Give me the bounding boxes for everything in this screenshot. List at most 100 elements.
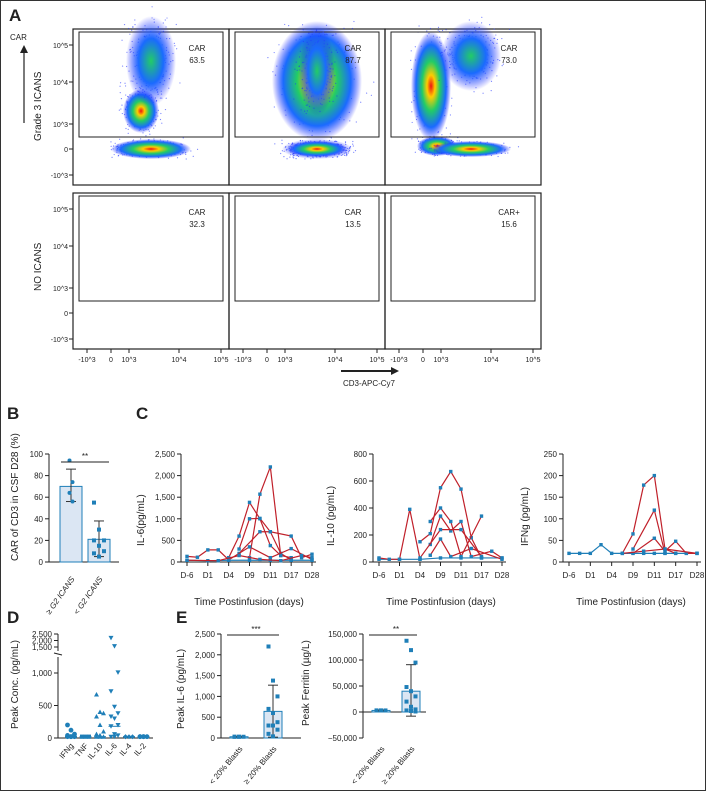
d-y-tick-label: 1,000 xyxy=(32,669,53,678)
flow-event-dot xyxy=(496,75,498,77)
d-x-tick-label: IFNg xyxy=(57,742,75,761)
b-data-point xyxy=(102,549,106,554)
flow-event-dot xyxy=(290,154,292,156)
flow-event-dot xyxy=(304,158,306,160)
flow-event-dot xyxy=(127,128,129,131)
c2-data-point xyxy=(408,507,412,512)
flow-event-dot xyxy=(410,68,413,71)
d-data-point xyxy=(68,727,74,733)
flow-event-dot xyxy=(164,108,167,111)
c3-data-point xyxy=(652,536,657,540)
d-data-point xyxy=(94,691,99,697)
e1-data-point xyxy=(275,694,280,699)
c3-x-tick-label: D17 xyxy=(668,571,683,580)
c1-y-tick-label: 1,500 xyxy=(155,493,176,502)
d-y-tick-label: 2,500 xyxy=(32,630,53,639)
flow-event-dot xyxy=(366,92,368,94)
d-data-point xyxy=(97,709,103,714)
e2-data-point xyxy=(404,699,409,704)
flow-event-dot xyxy=(128,27,130,30)
flow-event-dot xyxy=(353,151,355,153)
c1-data-point xyxy=(258,516,262,521)
flow-event-dot xyxy=(294,68,296,70)
c2-data-point xyxy=(397,557,402,561)
flow-x-tick-label: 0 xyxy=(265,357,269,364)
b-data-point xyxy=(97,554,101,559)
b-ylabel: CAR of CD3 in CSF D28 (%) xyxy=(10,433,21,561)
flow-event-dot xyxy=(468,19,470,21)
flow-y-tick-label: 10^4 xyxy=(53,80,68,87)
c3-data-point xyxy=(652,473,657,478)
flow-event-dot xyxy=(354,149,357,152)
flow-event-dot xyxy=(351,27,354,30)
gate-name: CAR xyxy=(501,44,518,53)
e2-y-tick-label: 100,000 xyxy=(328,656,357,665)
e1-data-point xyxy=(266,644,271,649)
flow-event-dot xyxy=(120,98,123,100)
flow-x-tick-label: -10^3 xyxy=(78,357,95,364)
e2-data-point xyxy=(409,689,413,694)
e2-data-point xyxy=(413,660,418,665)
e1-y-tick-label: 2,500 xyxy=(195,630,216,639)
flow-event-dot xyxy=(441,134,443,136)
e1-data-point xyxy=(241,734,246,739)
e1-ylabel: Peak IL-6 (pg/mL) xyxy=(176,649,187,729)
flow-y-tick-label: 10^3 xyxy=(53,286,68,293)
d-x-tick-label: IL-6 xyxy=(103,741,119,758)
e1-y-tick-label: 500 xyxy=(202,713,216,722)
e1-data-point xyxy=(266,731,271,736)
b-y-tick-label: 100 xyxy=(30,450,44,459)
flow-event-dot xyxy=(458,140,460,142)
flow-event-dot xyxy=(117,155,119,157)
e1-data-point xyxy=(237,734,241,739)
flow-event-dot xyxy=(352,143,354,145)
flow-event-dot xyxy=(437,29,439,31)
flow-event-dot xyxy=(295,61,297,63)
flow-event-dot xyxy=(300,109,302,111)
d-data-point xyxy=(112,734,117,740)
e2-ylabel: Peak Ferritin (µg/L) xyxy=(301,640,312,726)
d-y-tick-label: 500 xyxy=(39,702,53,711)
c2-x-tick-label: D4 xyxy=(415,571,426,580)
c1-data-point xyxy=(237,553,241,558)
flow-density-cluster xyxy=(411,31,451,141)
flow-event-dot xyxy=(440,52,442,54)
c3-data-point xyxy=(663,551,667,556)
flow-event-dot xyxy=(349,146,351,148)
flow-event-dot xyxy=(145,135,147,137)
flow-event-dot xyxy=(335,82,337,84)
gate-percent: 15.6 xyxy=(501,220,517,229)
d-data-point xyxy=(115,711,121,716)
c1-data-point xyxy=(268,543,273,548)
d-data-point xyxy=(108,689,114,694)
c2-data-point xyxy=(500,557,504,561)
c3-data-point xyxy=(695,551,699,556)
c1-x-tick-label: D11 xyxy=(263,571,278,580)
b-data-point xyxy=(92,551,96,556)
e1-y-tick-label: 1,500 xyxy=(195,672,216,681)
flow-event-dot xyxy=(284,23,286,26)
flow-y-arrow-icon xyxy=(20,45,28,123)
flow-event-dot xyxy=(429,148,431,150)
c2-data-point xyxy=(377,556,381,560)
flow-event-dot xyxy=(134,19,136,21)
c1-data-point xyxy=(299,553,304,558)
flow-y-axis-label: CAR xyxy=(10,33,27,42)
b-data-point xyxy=(92,500,96,505)
c1-xlabel: Time Postinfusion (days) xyxy=(194,597,304,608)
flow-x-tick-label: 10^5 xyxy=(214,357,229,364)
flow-event-dot xyxy=(334,140,336,143)
d-x-tick-label: IL-10 xyxy=(86,741,105,761)
flow-event-dot xyxy=(120,108,122,110)
c3-x-tick-label: D-6 xyxy=(563,571,576,580)
flow-event-dot xyxy=(182,137,184,139)
flow-event-dot xyxy=(411,138,413,140)
c1-data-point xyxy=(237,534,241,538)
c1-data-point xyxy=(258,492,262,496)
e2-data-point xyxy=(379,708,383,713)
c3-data-point xyxy=(577,551,582,556)
flow-event-dot xyxy=(148,130,150,132)
c3-data-point xyxy=(631,551,635,556)
c1-series-line-red xyxy=(228,500,282,558)
